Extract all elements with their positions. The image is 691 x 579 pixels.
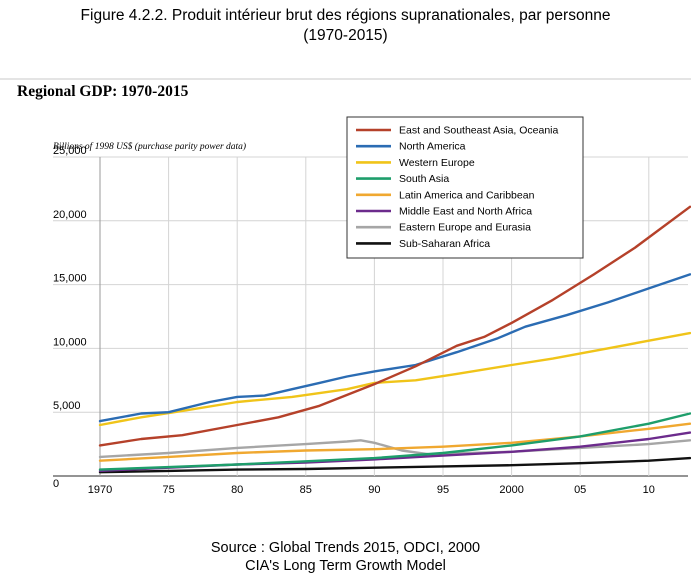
source-line-2: CIA's Long Term Growth Model	[245, 558, 446, 574]
legend-box	[346, 116, 584, 259]
x-tick-label-8: 10	[643, 484, 655, 496]
series-line-7	[98, 456, 691, 474]
y-tick-label-3: 15,000	[53, 273, 87, 285]
figure-title: Figure 4.2.2. Produit intérieur brut des…	[0, 6, 691, 46]
series-line-0	[98, 205, 691, 447]
figure-title-line-1: Figure 4.2.2. Produit intérieur brut des…	[80, 7, 611, 24]
legend-label-7: Sub-Saharan Africa	[399, 238, 490, 250]
series-line-1	[98, 273, 691, 423]
x-tick-label-2: 80	[231, 484, 243, 496]
x-tick-label-0: 1970	[88, 484, 112, 496]
series-lines	[98, 205, 691, 474]
legend-label-1: North America	[399, 141, 466, 153]
legend-label-2: Western Europe	[399, 157, 475, 169]
source-note: Source : Global Trends 2015, ODCI, 2000 …	[0, 539, 691, 575]
legend-label-0: East and Southeast Asia, Oceania	[399, 125, 559, 137]
x-tick-label-5: 95	[437, 484, 449, 496]
series-line-4	[98, 422, 691, 462]
x-tick-label-7: 05	[574, 484, 586, 496]
legend-label-3: South Asia	[399, 173, 449, 185]
x-tick-label-6: 2000	[499, 484, 523, 496]
figure-title-line-2: (1970-2015)	[303, 27, 388, 44]
source-line-1: Source : Global Trends 2015, ODCI, 2000	[210, 540, 481, 556]
axis-ticks: 0 5,000 10,000 15,000 20,000 25,000 1970 75 80 85…	[53, 145, 655, 496]
chart-title: Regional GDP: 1970-2015	[17, 83, 189, 100]
y-tick-label-4: 20,000	[53, 209, 87, 221]
series-line-3	[98, 412, 691, 471]
series-line-2	[98, 331, 691, 427]
y-tick-label-1: 5,000	[53, 400, 81, 412]
legend: East and Southeast Asia, Oceania North Am…	[346, 116, 584, 259]
y-tick-label-2: 10,000	[53, 336, 87, 348]
y-axis-label: Billions of 1998 US$ (purchase parity po…	[53, 141, 246, 152]
legend-label-4: Latin America and Caribbean	[399, 189, 535, 201]
legend-label-6: Eastern Europe and Eurasia	[399, 222, 531, 234]
x-tick-label-4: 90	[368, 484, 380, 496]
legend-label-5: Middle East and North Africa	[399, 206, 532, 218]
x-tick-label-1: 75	[162, 484, 174, 496]
y-tick-label-0: 0	[53, 478, 59, 490]
y-tick-label-5: 25,000	[53, 145, 87, 157]
x-tick-label-3: 85	[300, 484, 312, 496]
